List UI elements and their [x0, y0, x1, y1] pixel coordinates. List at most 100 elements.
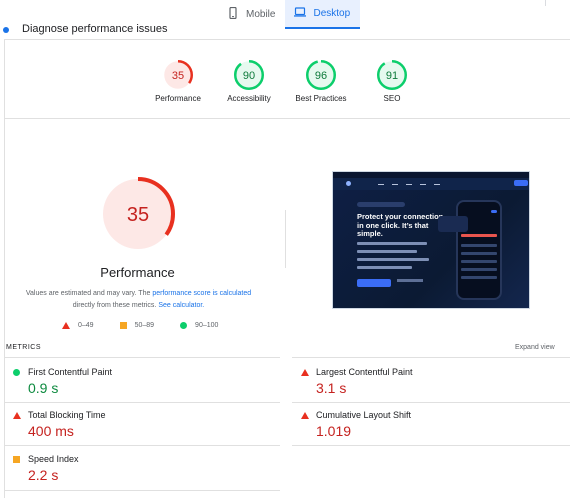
gauge-arc — [234, 60, 264, 90]
score-accessibility[interactable]: 90 Accessibility — [204, 60, 294, 103]
divider — [292, 445, 570, 446]
gauge-value: 91 — [386, 70, 398, 82]
score-label: SEO — [383, 94, 401, 103]
preview-phone-row — [461, 260, 497, 263]
divider — [4, 357, 280, 358]
performance-score-link[interactable]: performance score is calculated — [152, 290, 252, 297]
metric-value: 1.019 — [316, 423, 352, 439]
gauge-arc — [101, 177, 175, 251]
square-icon — [119, 322, 127, 329]
score-gauge: 91 — [377, 60, 407, 90]
preview-menu: ▬▬ ▬▬ ▬▬ ▬▬ ▬▬ — [378, 182, 440, 186]
preview-bullets — [357, 242, 437, 274]
divider — [4, 402, 280, 403]
gauge-arc — [377, 60, 407, 90]
gauge-background — [103, 179, 173, 249]
triangle-icon — [301, 369, 309, 376]
gauge-background — [235, 61, 263, 89]
score-gauge: 35 — [163, 60, 193, 90]
preview-chip — [357, 202, 405, 207]
see-calculator-link[interactable]: See calculator. — [158, 302, 205, 309]
preview-side-card — [438, 216, 468, 232]
divider — [4, 118, 570, 119]
gauge-value: 35 — [172, 70, 184, 82]
preview-phone-bar — [461, 234, 497, 237]
diagnose-header: Diagnose performance issues — [0, 22, 180, 36]
tab-mobile-label: Mobile — [246, 9, 276, 20]
score-legend: 0–49 50–89 90–100 — [62, 322, 244, 329]
diagnose-title: Diagnose performance issues — [22, 23, 168, 35]
score-label: Best Practices — [295, 94, 347, 103]
gauge-background — [307, 61, 335, 89]
metric-value: 3.1 s — [316, 380, 347, 396]
preview-cta-note — [397, 279, 423, 282]
divider — [292, 357, 570, 358]
metric-label: Cumulative Layout Shift — [316, 410, 412, 420]
preview-toggle — [491, 210, 497, 213]
preview-phone-row — [461, 244, 497, 247]
main-gauge: 35 — [101, 177, 175, 251]
preview-cta-top — [514, 180, 528, 186]
divider — [292, 402, 570, 403]
triangle-icon — [301, 412, 309, 419]
metric-value: 0.9 s — [28, 380, 59, 396]
preview-phone-row — [461, 268, 497, 271]
legend-good: 90–100 — [180, 322, 218, 329]
divider — [4, 445, 280, 446]
page-screenshot-preview[interactable]: ▬▬ ▬▬ ▬▬ ▬▬ ▬▬ Protect your connection in on… — [332, 171, 530, 309]
gauge-background — [164, 61, 192, 89]
gauge-background — [378, 61, 406, 89]
metric-value: 400 ms — [28, 423, 74, 439]
metric-label: First Contentful Paint — [28, 367, 113, 377]
legend-good-label: 90–100 — [195, 322, 219, 329]
category-scores: 35 Performance 90 Accessibility 96 Best Pra… — [0, 60, 570, 110]
note-text-2: directly from these metrics. — [72, 302, 159, 309]
performance-title: Performance — [100, 265, 175, 280]
metrics-header: METRICS — [6, 344, 41, 351]
legend-average-label: 50–89 — [134, 322, 155, 329]
performance-gauge: 35 — [101, 177, 175, 256]
preview-topbar — [333, 178, 529, 190]
gauge-value: 90 — [243, 70, 255, 82]
tab-desktop[interactable]: Desktop — [285, 0, 361, 29]
report-card — [4, 39, 570, 498]
preview-logo-icon — [346, 181, 351, 186]
tab-mobile[interactable]: Mobile — [218, 0, 285, 29]
circle-icon — [13, 369, 20, 376]
triangle-icon — [13, 412, 21, 419]
legend-poor: 0–49 — [62, 322, 94, 329]
preview-phone — [456, 200, 502, 300]
gauge-value: 96 — [315, 70, 327, 82]
score-gauge: 90 — [234, 60, 264, 90]
preview-cta — [357, 279, 391, 287]
divider — [4, 490, 280, 491]
legend-average: 50–89 — [119, 322, 155, 329]
square-icon — [13, 456, 20, 463]
score-best-practices[interactable]: 96 Best Practices — [276, 60, 366, 103]
score-gauge: 96 — [306, 60, 336, 90]
preview-headline: Protect your connection in one click. It… — [357, 212, 444, 238]
note-text-1: Values are estimated and may vary. The — [25, 290, 153, 297]
laptop-icon — [294, 6, 307, 21]
gauge-arc — [306, 60, 336, 90]
expand-view-link[interactable]: Expand view — [515, 344, 555, 351]
metric-value: 2.2 s — [28, 467, 59, 483]
device-tabs: Mobile Desktop — [218, 0, 361, 29]
score-performance[interactable]: 35 Performance — [133, 60, 223, 103]
triangle-icon — [62, 322, 70, 329]
divider — [545, 0, 546, 6]
score-seo[interactable]: 91 SEO — [347, 60, 437, 103]
score-note: Values are estimated and may vary. The p… — [16, 288, 261, 312]
gauge-arc — [163, 60, 193, 90]
metric-label: Speed Index — [28, 454, 79, 464]
score-label: Accessibility — [227, 94, 271, 103]
metric-label: Largest Contentful Paint — [316, 367, 413, 377]
metric-label: Total Blocking Time — [28, 410, 106, 420]
score-label: Performance — [155, 94, 201, 103]
preview-nav — [333, 172, 529, 178]
gauge-value: 35 — [127, 204, 149, 226]
preview-phone-row — [461, 252, 497, 255]
divider — [285, 210, 286, 268]
legend-poor-label: 0–49 — [78, 322, 94, 329]
tab-desktop-label: Desktop — [313, 8, 351, 19]
